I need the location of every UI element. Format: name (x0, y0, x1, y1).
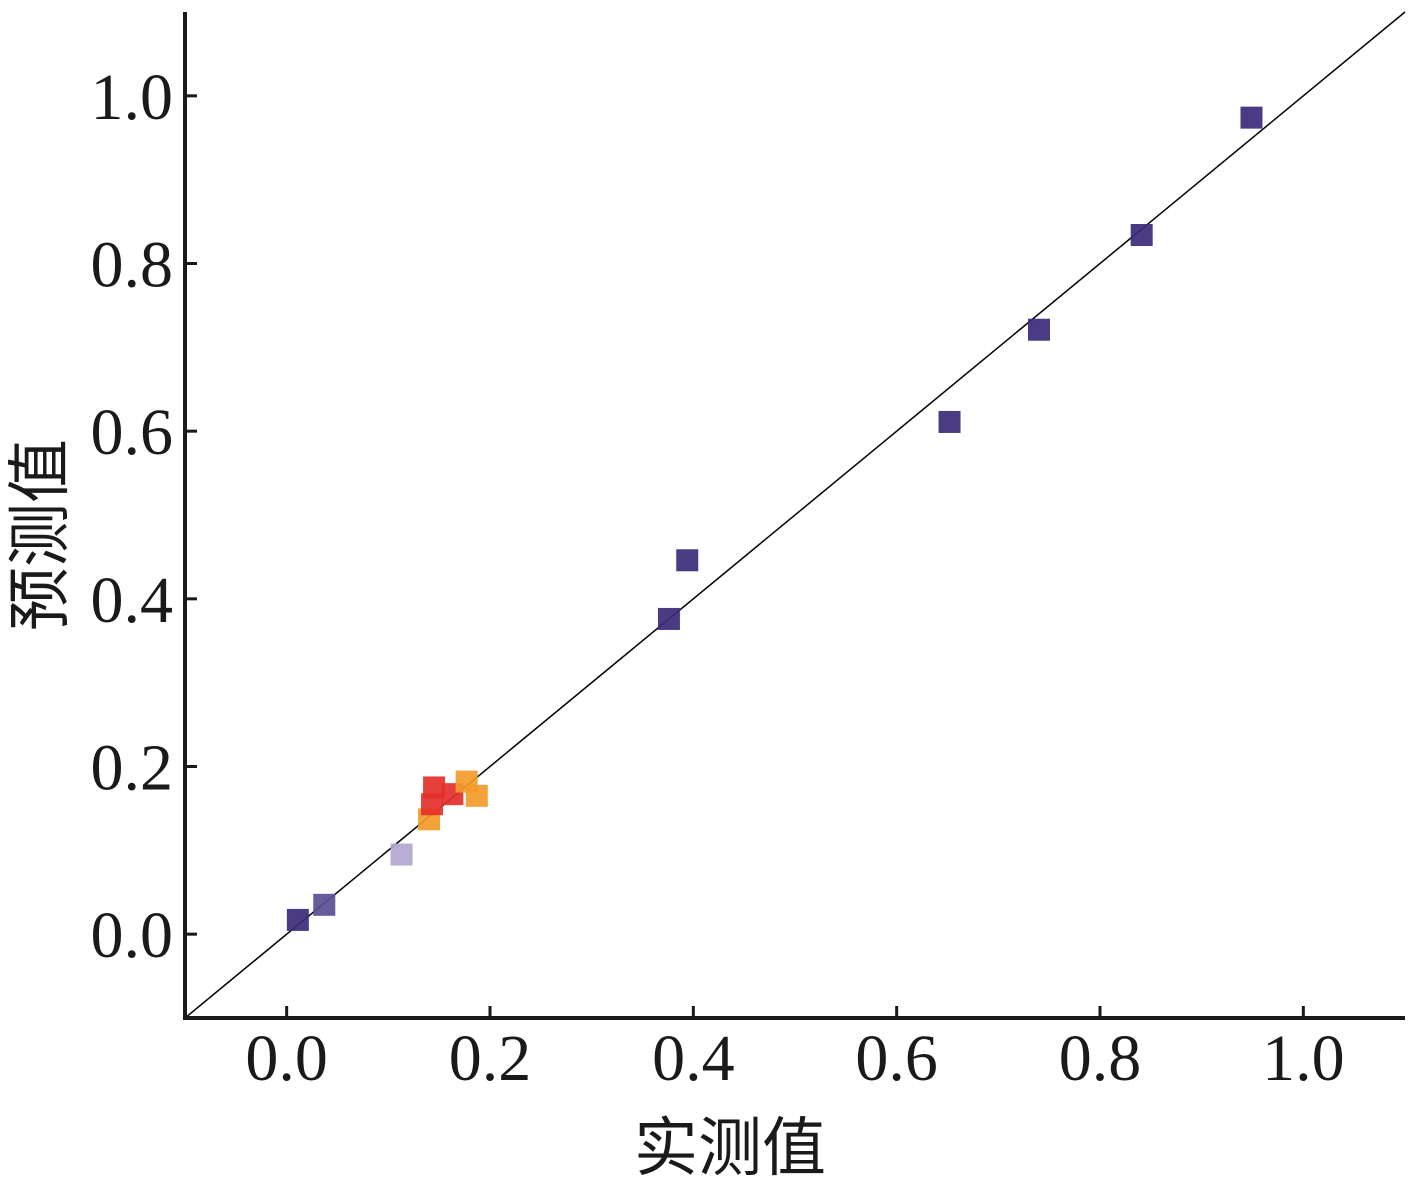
y-tick-label-0: 0.0 (91, 899, 174, 972)
data-point-9 (657, 607, 680, 630)
tick-labels: 0.0 0.2 0.4 0.6 0.8 1.0 0.0 0.2 0.4 0.6 0.8 1.0 (91, 61, 1345, 1095)
x-tick-label-2: 0.4 (652, 1022, 735, 1095)
data-point-2 (390, 843, 413, 866)
data-point-11 (938, 410, 961, 433)
x-tick-label-5: 1.0 (1262, 1022, 1345, 1095)
x-axis-title: 实测值 (634, 1112, 826, 1181)
data-point-10 (676, 549, 699, 572)
data-point-1 (313, 893, 336, 916)
x-tick-label-1: 0.2 (449, 1022, 532, 1095)
x-tick-label-4: 0.8 (1059, 1022, 1142, 1095)
data-point-14 (1240, 106, 1263, 129)
axes (183, 12, 1405, 1020)
data-point-5 (423, 776, 446, 799)
y-tick-label-4: 0.8 (91, 229, 174, 302)
y-tick-label-5: 1.0 (91, 61, 174, 134)
reference-line-layer (184, 11, 1406, 1019)
data-point-4 (421, 793, 444, 816)
data-point-8 (465, 784, 488, 807)
data-point-0 (286, 908, 309, 931)
y-tick-label-2: 0.4 (91, 564, 174, 637)
data-point-13 (1130, 223, 1153, 246)
data-points (286, 106, 1263, 931)
data-point-12 (1028, 318, 1050, 341)
reference-line-y-equals-x (184, 11, 1406, 1019)
y-axis-title: 预测值 (4, 439, 78, 631)
y-tick-label-3: 0.6 (91, 396, 174, 469)
x-tick-label-3: 0.6 (855, 1022, 938, 1095)
x-tick-label-0: 0.0 (245, 1022, 328, 1095)
y-tick-label-1: 0.2 (91, 732, 174, 805)
